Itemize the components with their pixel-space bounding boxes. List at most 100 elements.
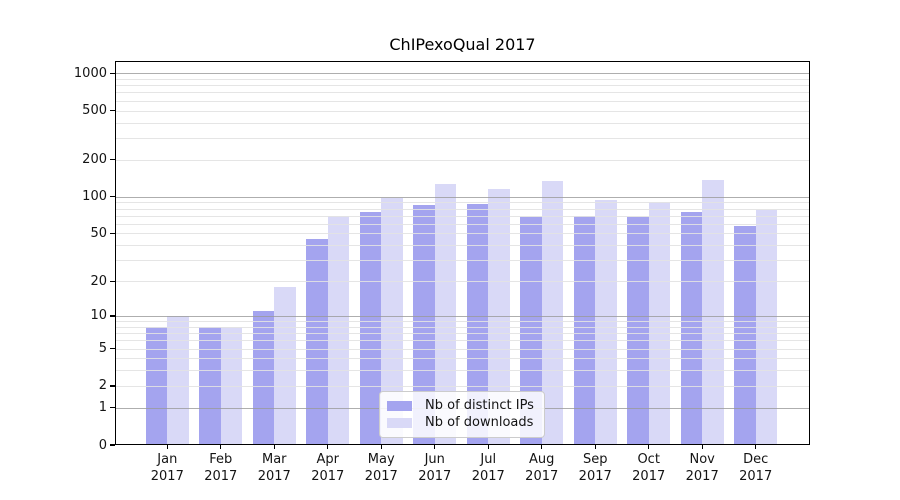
x-tick-mark-oct	[648, 445, 650, 449]
bar-distinct-ips-aug	[520, 217, 542, 445]
y-tick-mark-100	[110, 196, 115, 198]
x-tick-label-jun: Jun 2017	[403, 452, 467, 485]
gridline-minor-70	[115, 215, 810, 217]
bar-distinct-ips-sep	[573, 216, 596, 445]
bar-distinct-ips-dec	[734, 225, 756, 445]
x-tick-month: Dec	[743, 452, 769, 467]
gridline-minor-30	[115, 260, 810, 262]
x-tick-year: 2017	[685, 468, 719, 484]
x-tick-label-sep: Sep 2017	[563, 452, 627, 485]
x-tick-month: Jan	[157, 452, 178, 467]
chart-title: ChIPexoQual 2017	[389, 35, 536, 54]
x-tick-month: Sep	[582, 452, 608, 467]
legend-entry-downloads: Nb of downloads	[387, 415, 536, 431]
y-tick-label-1000: 1000	[73, 65, 107, 81]
x-tick-mark-jul	[487, 445, 489, 449]
bar-downloads-jun	[434, 184, 457, 445]
y-tick-mark-0	[110, 444, 115, 446]
legend: Nb of distinct IPs Nb of downloads	[379, 391, 545, 438]
x-tick-mark-dec	[755, 445, 757, 449]
gridline-minor-5	[115, 348, 810, 350]
y-tick-label-200: 200	[82, 152, 107, 168]
x-tick-label-jul: Jul 2017	[456, 452, 520, 485]
bar-distinct-ips-oct	[627, 217, 649, 445]
y-tick-mark-20	[110, 280, 115, 282]
legend-label-distinct-ips: Nb of distinct IPs	[425, 398, 534, 413]
x-tick-month: Mar	[262, 452, 287, 467]
x-tick-year: 2017	[471, 468, 505, 484]
x-tick-label-nov: Nov 2017	[670, 452, 734, 485]
x-tick-month: Aug	[529, 452, 555, 467]
gridline-minor-20	[115, 281, 810, 283]
x-tick-month: Jul	[480, 452, 497, 467]
x-tick-month: Oct	[637, 452, 660, 467]
gridline-major-100	[115, 196, 810, 198]
bar-distinct-ips-nov	[680, 212, 703, 445]
x-tick-month: May	[367, 452, 395, 467]
y-tick-label-100: 100	[82, 189, 107, 205]
gridline-minor-400	[115, 122, 810, 124]
gridline-major-10	[115, 315, 810, 317]
x-tick-label-jan: Jan 2017	[135, 452, 199, 485]
y-tick-mark-1	[110, 407, 115, 409]
x-tick-mark-mar	[273, 445, 275, 449]
gridline-minor-6	[115, 340, 810, 342]
x-tick-mark-aug	[541, 445, 543, 449]
y-tick-label-10: 10	[90, 308, 107, 324]
x-tick-year: 2017	[418, 468, 452, 484]
x-tick-year: 2017	[204, 468, 238, 484]
y-tick-mark-500	[110, 109, 115, 112]
gridline-minor-700	[115, 92, 810, 94]
legend-label-downloads: Nb of downloads	[425, 415, 534, 430]
x-tick-year: 2017	[150, 468, 184, 484]
x-tick-mark-feb	[220, 445, 222, 449]
bar-downloads-sep	[595, 200, 617, 445]
x-tick-month: Apr	[316, 452, 340, 467]
y-tick-label-50: 50	[90, 225, 107, 241]
bar-distinct-ips-jun	[413, 205, 435, 445]
x-tick-mark-apr	[327, 445, 329, 449]
x-tick-label-may: May 2017	[349, 452, 413, 485]
x-tick-month: Jun	[424, 452, 445, 467]
x-tick-label-mar: Mar 2017	[242, 452, 306, 485]
y-tick-mark-2	[110, 385, 115, 387]
gridline-minor-7	[115, 333, 810, 335]
bar-downloads-apr	[327, 216, 350, 445]
gridline-minor-200	[115, 159, 810, 161]
bar-distinct-ips-jul	[466, 203, 489, 445]
x-tick-year: 2017	[257, 468, 291, 484]
plot-area: Nb of distinct IPs Nb of downloads	[115, 61, 810, 445]
gridline-minor-2	[115, 385, 810, 387]
bar-downloads-aug	[541, 180, 564, 445]
gridline-minor-300	[115, 137, 810, 139]
y-tick-mark-200	[110, 159, 115, 161]
x-tick-month: Feb	[209, 452, 233, 467]
legend-swatch-downloads	[387, 418, 412, 428]
x-tick-mark-sep	[594, 445, 596, 449]
gridline-minor-40	[115, 245, 810, 247]
x-tick-year: 2017	[364, 468, 398, 484]
y-tick-mark-50	[110, 232, 115, 235]
bar-distinct-ips-mar	[252, 311, 275, 445]
bar-downloads-mar	[274, 286, 296, 445]
x-tick-mark-jan	[166, 445, 168, 449]
y-tick-label-5: 5	[98, 341, 107, 357]
x-tick-mark-may	[380, 445, 382, 449]
x-tick-year: 2017	[578, 468, 612, 484]
gridline-minor-3	[115, 370, 810, 372]
x-tick-year: 2017	[632, 468, 666, 484]
bar-downloads-jul	[488, 189, 510, 445]
x-tick-mark-jun	[434, 445, 436, 449]
gridline-minor-80	[115, 208, 810, 210]
legend-entry-distinct-ips: Nb of distinct IPs	[387, 398, 536, 414]
gridline-minor-4	[115, 358, 810, 360]
gridline-minor-600	[115, 100, 810, 102]
x-tick-year: 2017	[311, 468, 345, 484]
y-tick-mark-10	[110, 315, 115, 317]
gridline-minor-900	[115, 78, 810, 80]
x-tick-mark-nov	[701, 445, 703, 449]
gridline-minor-9	[115, 321, 810, 323]
y-tick-mark-5	[110, 347, 115, 350]
bar-downloads-nov	[702, 179, 724, 445]
x-tick-label-feb: Feb 2017	[189, 452, 253, 485]
